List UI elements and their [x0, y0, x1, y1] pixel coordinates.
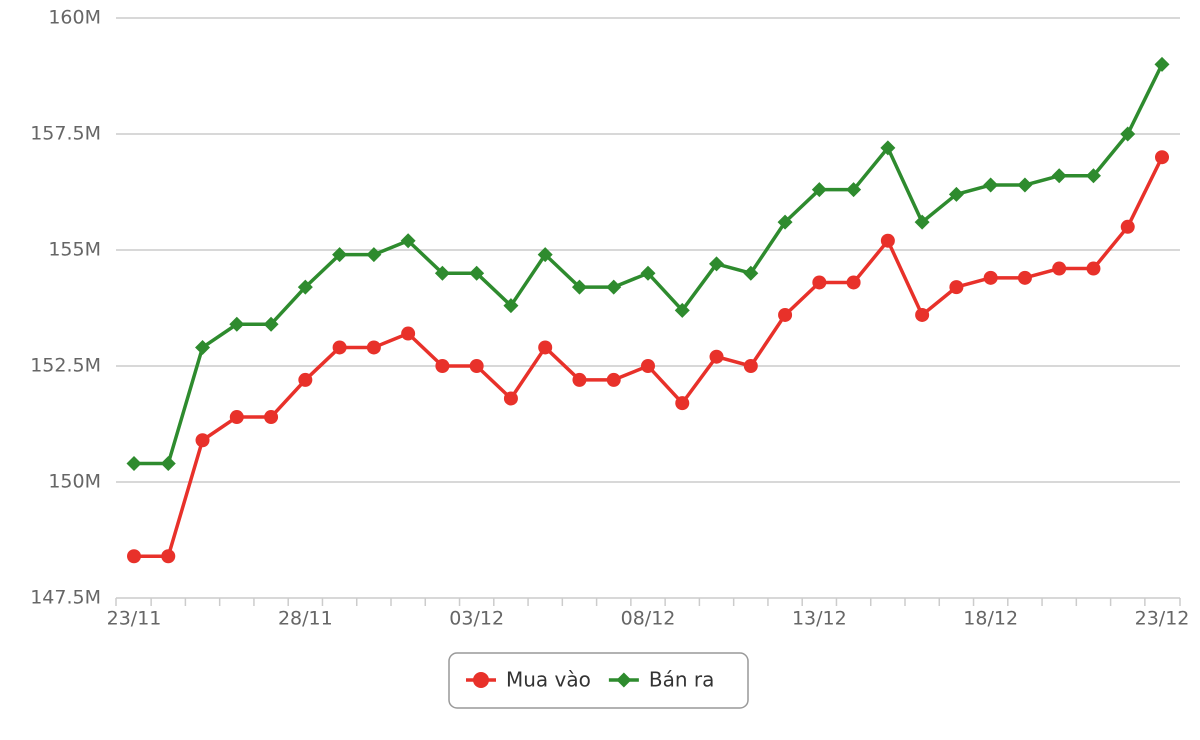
data-point [400, 233, 416, 249]
data-point [332, 340, 347, 355]
y-tick-label: 147.5M [30, 587, 101, 609]
data-point [195, 433, 210, 448]
data-point [1051, 168, 1067, 184]
legend-item[interactable]: Mua vào [466, 668, 591, 692]
data-point [264, 410, 279, 425]
data-point [674, 302, 690, 318]
data-point [127, 549, 141, 564]
data-point [229, 410, 244, 425]
data-point [297, 279, 313, 295]
data-point [914, 214, 930, 230]
data-point [743, 265, 759, 281]
data-point [1154, 56, 1170, 72]
legend-box [448, 652, 749, 709]
y-tick-label: 150M [48, 471, 101, 493]
data-point [606, 372, 621, 387]
data-point [434, 265, 450, 281]
data-point [435, 359, 450, 373]
data-point [537, 247, 553, 263]
data-point [538, 340, 553, 355]
data-point [1120, 126, 1136, 142]
data-point [949, 280, 964, 295]
data-point [777, 214, 793, 230]
data-point [709, 349, 724, 364]
x-tick-label: 23/11 [107, 608, 162, 630]
data-point [983, 177, 999, 193]
y-tick-label: 152.5M [30, 355, 101, 377]
data-point [160, 455, 176, 471]
data-point [641, 359, 655, 373]
y-tick-label: 160M [48, 7, 101, 29]
data-point [778, 307, 793, 322]
data-point [846, 275, 861, 290]
data-point [812, 275, 827, 290]
legend-label: Mua vào [506, 668, 591, 692]
data-point [195, 339, 211, 355]
x-tick-label: 08/12 [621, 608, 676, 630]
data-point [948, 186, 964, 202]
series-line [134, 156, 1164, 558]
data-point [1086, 261, 1101, 276]
data-point [298, 372, 313, 387]
data-point [229, 316, 245, 332]
data-point [880, 233, 895, 248]
data-point [503, 391, 518, 406]
data-point [1017, 177, 1033, 193]
data-point [401, 326, 416, 341]
data-point [1052, 261, 1067, 276]
data-point [1085, 168, 1101, 184]
data-point [503, 298, 519, 314]
data-point [606, 279, 622, 295]
data-point [332, 247, 348, 263]
y-tick-label: 157.5M [30, 123, 101, 145]
data-point [469, 265, 485, 281]
data-point [983, 270, 998, 285]
x-tick-label: 23/12 [1135, 608, 1190, 630]
data-point [846, 182, 862, 198]
legend-item[interactable]: Bán ra [608, 668, 715, 692]
data-point [915, 307, 930, 322]
data-point [572, 372, 587, 387]
data-point [709, 256, 725, 272]
data-point [126, 455, 142, 471]
x-tick-label: 18/12 [963, 608, 1018, 630]
data-point [811, 182, 827, 198]
data-point [880, 140, 896, 156]
data-point [1120, 219, 1135, 234]
data-point [571, 279, 587, 295]
data-point [640, 265, 656, 281]
legend: Mua vào Bán ra [466, 668, 714, 692]
data-point [469, 359, 484, 373]
legend-label: Bán ra [649, 668, 715, 692]
data-point [1155, 150, 1169, 165]
series-line [134, 63, 1164, 466]
data-point [1017, 270, 1032, 285]
data-point [161, 549, 176, 564]
data-point [366, 340, 381, 355]
data-point [263, 316, 279, 332]
y-tick-label: 155M [48, 239, 101, 261]
data-point [366, 247, 382, 263]
legend-marker [473, 672, 489, 688]
data-point [675, 396, 690, 411]
data-point [743, 359, 758, 373]
x-tick-label: 03/12 [449, 608, 504, 630]
legend-marker [616, 672, 632, 688]
x-tick-label: 13/12 [792, 608, 847, 630]
x-tick-label: 28/11 [278, 608, 333, 630]
